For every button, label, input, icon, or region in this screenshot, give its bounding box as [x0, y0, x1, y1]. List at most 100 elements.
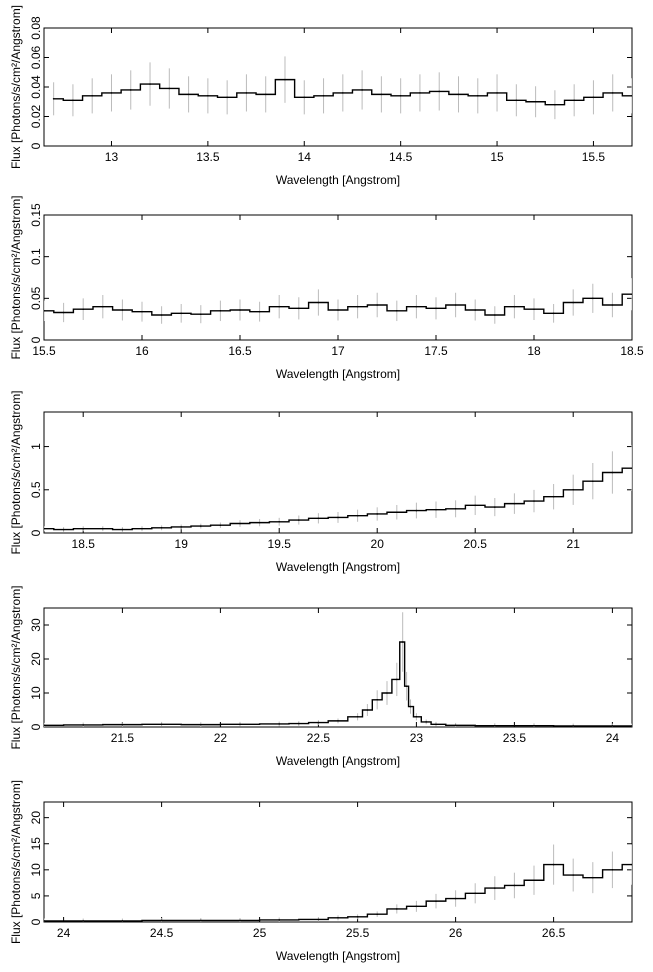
y-tick-label: 0.04 [29, 75, 43, 99]
data-point [376, 304, 379, 306]
plot-frame [43, 214, 633, 341]
data-point [278, 305, 281, 308]
data-point [631, 95, 632, 97]
data-point [121, 920, 124, 922]
data-point [141, 527, 143, 530]
data-point [160, 314, 163, 316]
y-tick-label: 0.02 [29, 104, 43, 128]
x-tick-label: 18 [527, 344, 541, 358]
data-point [494, 887, 496, 889]
data-point [533, 308, 535, 310]
data-point [278, 919, 281, 921]
x-tick-label: 23 [410, 731, 424, 745]
data-point [592, 297, 594, 300]
data-point [435, 307, 437, 310]
y-tick-label: 15 [29, 837, 43, 851]
x-axis-label: Wavelength [Angstrom] [276, 367, 400, 381]
x-tick-label: 19 [175, 537, 189, 551]
x-tick-label: 18.5 [72, 537, 96, 551]
x-tick-label: 15.5 [582, 150, 606, 164]
data-point [572, 874, 574, 876]
data-point [356, 305, 359, 308]
x-tick-label: 21.5 [111, 731, 135, 745]
data-point [366, 709, 369, 711]
data-point [82, 920, 84, 922]
y-axis-label: Flux [Photons/s/cm²/Angstrom] [9, 585, 23, 749]
y-tick-label: 10 [29, 863, 43, 877]
data-point [409, 705, 412, 708]
y-tick-label: 0.5 [29, 481, 43, 498]
data-point [129, 89, 132, 91]
y-axis-label: Flux [Photons/s/cm²/Angstrom] [9, 390, 23, 554]
data-point [141, 310, 143, 313]
data-point [533, 500, 535, 502]
panel-3: 18.5 19 19.5 20 20.5 21 0 0.5 1 Wavelength [Angst… [9, 390, 633, 574]
data-point [554, 103, 556, 106]
data-point [44, 724, 45, 727]
data-point [611, 725, 614, 727]
x-tick-label: 14 [298, 150, 312, 164]
data-point [494, 724, 496, 727]
series-spectrum [44, 278, 632, 324]
data-point [180, 526, 182, 528]
data-point [415, 509, 418, 512]
y-tick-label: 0.08 [29, 16, 43, 40]
x-tick-label: 15.5 [32, 344, 56, 358]
y-axis-label: Flux [Photons/s/cm²/Angstrom] [9, 780, 23, 944]
x-tick-label: 24 [606, 731, 620, 745]
data-point [415, 305, 418, 308]
plot-frame [43, 801, 633, 923]
data-point [298, 722, 300, 725]
data-point [278, 723, 281, 725]
data-point [533, 724, 535, 727]
data-point [102, 305, 104, 308]
data-point [72, 99, 74, 102]
data-point [168, 87, 171, 90]
x-tick-label: 22 [214, 731, 228, 745]
y-tick-label: 0.15 [29, 203, 43, 227]
x-tick-label: 15 [490, 150, 504, 164]
data-point [457, 93, 460, 96]
data-point [200, 525, 202, 527]
data-point [592, 876, 594, 879]
data-point [62, 311, 65, 314]
data-point [396, 908, 398, 910]
data-point [611, 869, 614, 871]
data-point [44, 920, 45, 922]
data-point [121, 309, 124, 311]
data-point [91, 95, 93, 97]
x-tick-label: 16 [135, 344, 149, 358]
data-point [239, 919, 241, 922]
data-point [200, 723, 202, 726]
x-tick-label: 25 [253, 926, 267, 940]
data-point [149, 83, 151, 85]
x-tick-label: 17 [331, 344, 345, 358]
data-point [44, 527, 45, 530]
data-point [435, 723, 437, 726]
data-point [121, 528, 124, 531]
data-point [278, 520, 281, 523]
data-point [573, 99, 575, 102]
data-point [160, 919, 163, 922]
x-tick-label: 24.5 [150, 926, 174, 940]
x-tick-label: 17.5 [424, 344, 448, 358]
data-point [396, 310, 398, 312]
data-point [337, 917, 339, 919]
data-point [187, 93, 190, 96]
data-point [337, 516, 339, 519]
data-point [474, 892, 477, 895]
data-point [180, 312, 182, 315]
plot-frame [43, 607, 633, 728]
data-point [476, 95, 479, 97]
spectrum-line [44, 641, 632, 727]
spectrum-line [44, 467, 632, 531]
data-point [356, 514, 359, 517]
y-axis-label: Flux [Photons/s/cm²/Angstrom] [9, 195, 23, 359]
data-point [356, 915, 359, 918]
data-point [631, 467, 632, 469]
x-tick-label: 24 [57, 926, 71, 940]
data-point [419, 92, 421, 94]
data-point [401, 641, 404, 643]
data-point [258, 310, 261, 313]
data-point [239, 522, 241, 525]
